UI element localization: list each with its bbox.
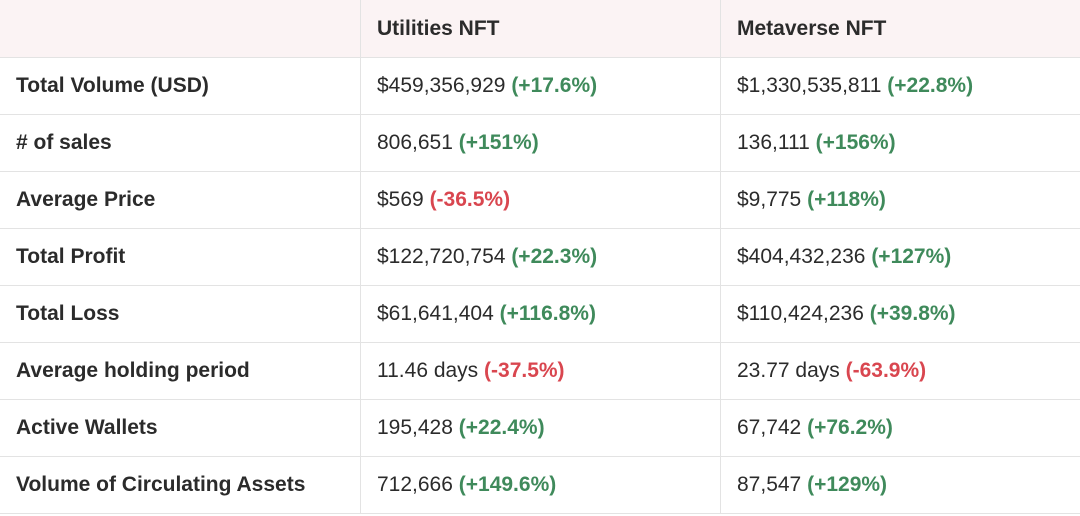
cell-value: $1,330,535,811 (737, 74, 882, 97)
table-head: Utilities NFT Metaverse NFT (0, 0, 1080, 58)
row-label: # of sales (0, 114, 361, 172)
table-cell: $110,424,236 (+39.8%) (720, 285, 1080, 343)
row-label: Average Price (0, 171, 361, 229)
table-cell: 806,651 (+151%) (360, 114, 721, 172)
cell-value: $110,424,236 (737, 302, 864, 325)
table-row: Volume of Circulating Assets 712,666 (+14… (0, 456, 1080, 514)
cell-value: 67,742 (737, 416, 802, 439)
cell-value: 136,111 (737, 131, 810, 154)
row-label: Active Wallets (0, 399, 361, 457)
cell-change: (+116.8%) (499, 302, 596, 325)
cell-value: 806,651 (377, 131, 453, 154)
table-cell: $569 (-36.5%) (360, 171, 721, 229)
table-row: Average Price $569 (-36.5%) $9,775 (+118%) (0, 171, 1080, 229)
table-cell: $61,641,404 (+116.8%) (360, 285, 721, 343)
table-cell: 67,742 (+76.2%) (720, 399, 1080, 457)
cell-change: (-36.5%) (429, 188, 511, 211)
table-cell: 87,547 (+129%) (720, 456, 1080, 514)
table-row: Average holding period 11.46 days (-37.5%… (0, 342, 1080, 400)
table-cell: $1,330,535,811 (+22.8%) (720, 57, 1080, 115)
cell-value: $569 (377, 188, 424, 211)
row-label: Total Volume (USD) (0, 57, 361, 115)
table-cell: $404,432,236 (+127%) (720, 228, 1080, 286)
cell-change: (-63.9%) (845, 359, 927, 382)
cell-value: $122,720,754 (377, 245, 506, 268)
header-corner (0, 0, 361, 58)
cell-change: (+151%) (458, 131, 539, 154)
cell-value: $404,432,236 (737, 245, 866, 268)
table-cell: 712,666 (+149.6%) (360, 456, 721, 514)
cell-value: 87,547 (737, 473, 802, 496)
cell-change: (+22.3%) (511, 245, 598, 268)
cell-value: 23.77 days (737, 359, 840, 382)
cell-change: (+39.8%) (869, 302, 956, 325)
table-row: Total Volume (USD) $459,356,929 (+17.6%) $… (0, 57, 1080, 115)
cell-value: $9,775 (737, 188, 802, 211)
row-label: Volume of Circulating Assets (0, 456, 361, 514)
table-cell: $122,720,754 (+22.3%) (360, 228, 721, 286)
row-label: Average holding period (0, 342, 361, 400)
table-cell: 23.77 days (-63.9%) (720, 342, 1080, 400)
table-row: Total Loss $61,641,404 (+116.8%) $110,424,… (0, 285, 1080, 343)
cell-value: 195,428 (377, 416, 453, 439)
table-cell: 195,428 (+22.4%) (360, 399, 721, 457)
cell-change: (+22.4%) (458, 416, 545, 439)
cell-change: (+118%) (807, 188, 886, 211)
table-row: Total Profit $122,720,754 (+22.3%) $404,43… (0, 228, 1080, 286)
cell-value: 712,666 (377, 473, 453, 496)
table-row: # of sales 806,651 (+151%) 136,111 (+156%) (0, 114, 1080, 172)
column-header: Metaverse NFT (720, 0, 1080, 58)
cell-change: (-37.5%) (484, 359, 565, 382)
cell-value: $459,356,929 (377, 74, 506, 97)
table-cell: 136,111 (+156%) (720, 114, 1080, 172)
table-cell: $459,356,929 (+17.6%) (360, 57, 721, 115)
cell-change: (+22.8%) (887, 74, 974, 97)
cell-change: (+76.2%) (807, 416, 893, 439)
column-header: Utilities NFT (360, 0, 721, 58)
cell-change: (+129%) (807, 473, 888, 496)
row-label: Total Profit (0, 228, 361, 286)
cell-change: (+17.6%) (511, 74, 598, 97)
cell-change: (+127%) (871, 245, 952, 268)
row-label: Total Loss (0, 285, 361, 343)
cell-change: (+156%) (815, 131, 896, 154)
table-body: Total Volume (USD) $459,356,929 (+17.6%) $… (0, 57, 1080, 514)
header-row: Utilities NFT Metaverse NFT (0, 0, 1080, 58)
cell-value: 11.46 days (377, 359, 479, 382)
cell-value: $61,641,404 (377, 302, 494, 325)
table-cell: 11.46 days (-37.5%) (360, 342, 721, 400)
table-row: Active Wallets 195,428 (+22.4%) 67,742 (+7… (0, 399, 1080, 457)
cell-change: (+149.6%) (458, 473, 557, 496)
table-cell: $9,775 (+118%) (720, 171, 1080, 229)
